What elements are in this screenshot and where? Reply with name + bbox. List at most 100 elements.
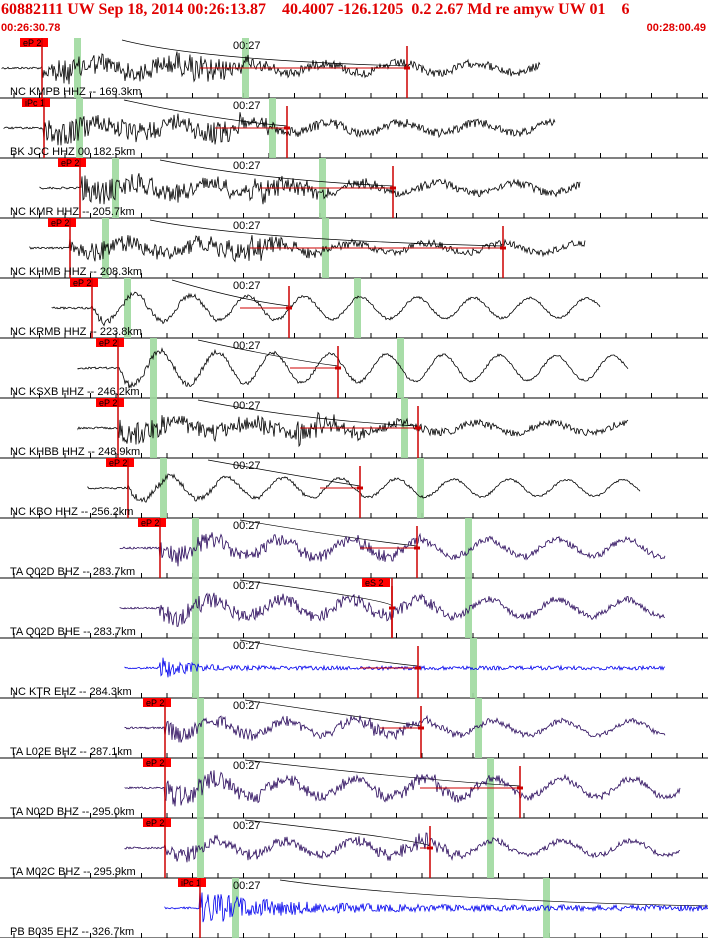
- pick-label: eP 2: [146, 698, 164, 708]
- waveform: [87, 473, 641, 503]
- seismogram-panel[interactable]: 00:27 eP 2 NC KMPB HHZ -- 169.3km 00:27 iPc …: [0, 38, 708, 938]
- theoretical-arrival-bar: [543, 878, 550, 938]
- trace-row[interactable]: 00:27 eP 2 NC KHBB HHZ -- 248.9km: [0, 398, 708, 459]
- pick-label-box[interactable]: [70, 278, 98, 287]
- theoretical-arrival-bar: [197, 818, 204, 878]
- theoretical-arrival-bar: [160, 458, 167, 518]
- pick-label-box[interactable]: [362, 578, 390, 587]
- pick-label-box[interactable]: [143, 698, 171, 707]
- trace-row[interactable]: 00:27 eP 2 TA N02D BHZ -- 295.0km: [0, 758, 708, 819]
- trace-row[interactable]: 00:27 iPc 1 PB B035 EHZ -- 326.7km: [0, 878, 708, 938]
- trace-row[interactable]: 00:27 eP 2 NC KRMB HHZ -- 223.8km: [0, 278, 708, 339]
- pick-label-box[interactable]: [96, 398, 124, 407]
- time-mark-label: 00:27: [233, 40, 261, 52]
- trace-row[interactable]: 00:27 eP 2 NC KMR HHZ -- 205.7km: [0, 158, 708, 219]
- amplitude-envelope-curve: [239, 639, 419, 667]
- pick-label: iPc 1: [25, 98, 45, 108]
- station-label: BK JCC HHZ 00 182.5km: [10, 146, 135, 158]
- time-mark-label: 00:27: [233, 280, 261, 292]
- trace-row[interactable]: 00:27 eS 2 TA Q02D BHE -- 283.7km: [0, 578, 708, 639]
- waveform: [124, 770, 681, 807]
- pick-label-box[interactable]: [58, 158, 86, 167]
- waveform: [124, 832, 681, 863]
- time-mark-label: 00:27: [233, 640, 261, 652]
- pick-label-box[interactable]: [96, 338, 124, 347]
- station-label: NC KMR HHZ -- 205.7km: [10, 206, 135, 218]
- pick-label-box[interactable]: [143, 818, 171, 827]
- theoretical-arrival-bar: [475, 698, 482, 758]
- amplitude-envelope-curve: [244, 699, 422, 727]
- station-label: TA Q02D BHZ -- 283.7km: [10, 566, 135, 578]
- time-mark-label: 00:27: [233, 400, 261, 412]
- amplitude-envelope-curve: [207, 459, 361, 487]
- amplitude-envelope-curve: [244, 759, 521, 787]
- time-mark-label: 00:27: [233, 460, 261, 472]
- theoretical-arrival-bar: [192, 518, 199, 578]
- waveform: [29, 235, 586, 263]
- pick-label-box[interactable]: [143, 758, 171, 767]
- station-label: NC KMPB HHZ -- 169.3km: [10, 86, 141, 98]
- theoretical-arrival-bar: [192, 638, 199, 698]
- waveform: [77, 411, 629, 448]
- time-mark-label: 00:27: [233, 160, 261, 172]
- waveform: [124, 714, 666, 743]
- time-mark-label: 00:27: [233, 700, 261, 712]
- trace-row[interactable]: 00:27 eP 2 TA Q02D BHZ -- 283.7km: [0, 518, 708, 579]
- theoretical-arrival-bar: [124, 278, 131, 338]
- trace-row[interactable]: 00:27 eP 2 NC KMPB HHZ -- 169.3km: [0, 38, 708, 99]
- amplitude-envelope-curve: [197, 339, 339, 367]
- station-label: NC KBO HHZ -- 256.2km: [10, 506, 133, 518]
- theoretical-arrival-bar: [150, 338, 157, 398]
- pick-label-box[interactable]: [22, 98, 50, 107]
- pick-label-box[interactable]: [20, 38, 48, 47]
- pick-label-box[interactable]: [106, 458, 134, 467]
- station-label: PB B035 EHZ -- 326.7km: [10, 926, 134, 938]
- pick-label: eP 2: [23, 38, 41, 48]
- pick-label-box[interactable]: [138, 518, 166, 527]
- theoretical-arrival-bar: [74, 38, 81, 98]
- pick-label: eP 2: [99, 398, 117, 408]
- end-time: 00:28:00.49: [646, 22, 706, 34]
- trace-row[interactable]: 00:27 NC KTR EHZ -- 284.3km: [0, 638, 708, 699]
- theoretical-arrival-bar: [197, 698, 204, 758]
- station-label: TA Q02D BHE -- 283.7km: [10, 626, 136, 638]
- pick-label-box[interactable]: [178, 878, 206, 887]
- pick-label: eP 2: [99, 338, 117, 348]
- station-label: NC KHBB HHZ -- 248.9km: [10, 446, 140, 458]
- time-mark-label: 00:27: [233, 220, 261, 232]
- event-title: 60882111 UW Sep 18, 2014 00:26:13.87 40.…: [1, 1, 630, 18]
- theoretical-arrival-bar: [354, 278, 361, 338]
- time-mark-label: 00:27: [233, 820, 261, 832]
- waveform: [124, 657, 666, 678]
- station-label: TA M02C BHZ -- 295.9km: [10, 866, 136, 878]
- time-mark-label: 00:27: [233, 580, 261, 592]
- theoretical-arrival-bar: [197, 758, 204, 818]
- trace-row[interactable]: 00:27 eP 2 NC KHMB HHZ -- 208.3km: [0, 218, 708, 279]
- theoretical-arrival-bar: [192, 578, 199, 638]
- trace-row[interactable]: 00:27 eP 2 NC KBO HHZ -- 256.2km: [0, 458, 708, 519]
- theoretical-arrival-bar: [470, 638, 477, 698]
- waveform: [3, 112, 556, 146]
- time-mark-label: 00:27: [233, 520, 261, 532]
- waveform: [77, 347, 629, 389]
- trace-row[interactable]: 00:27 eP 2 TA L02E BHZ -- 287.1km: [0, 698, 708, 759]
- amplitude-envelope-curve: [121, 39, 408, 67]
- amplitude-envelope-curve: [197, 399, 419, 427]
- amplitude-envelope-curve: [123, 99, 288, 127]
- trace-row[interactable]: 00:27 iPc 1 BK JCC HHZ 00 182.5km: [0, 98, 708, 159]
- pick-label: eP 2: [141, 518, 159, 528]
- time-mark-label: 00:27: [233, 760, 261, 772]
- station-label: TA L02E BHZ -- 287.1km: [10, 746, 132, 758]
- theoretical-arrival-bar: [487, 818, 494, 878]
- time-mark-label: 00:27: [233, 100, 261, 112]
- pick-label-box[interactable]: [48, 218, 76, 227]
- amplitude-envelope-curve: [279, 879, 708, 907]
- pick-label: eP 2: [51, 218, 69, 228]
- header: 60882111 UW Sep 18, 2014 00:26:13.87 40.…: [0, 0, 708, 38]
- waveform: [119, 532, 666, 567]
- theoretical-arrival-bar: [232, 878, 239, 938]
- amplitude-envelope-curve: [239, 519, 418, 547]
- trace-row[interactable]: 00:27 eP 2 TA M02C BHZ -- 295.9km: [0, 818, 708, 879]
- waveform: [51, 291, 601, 327]
